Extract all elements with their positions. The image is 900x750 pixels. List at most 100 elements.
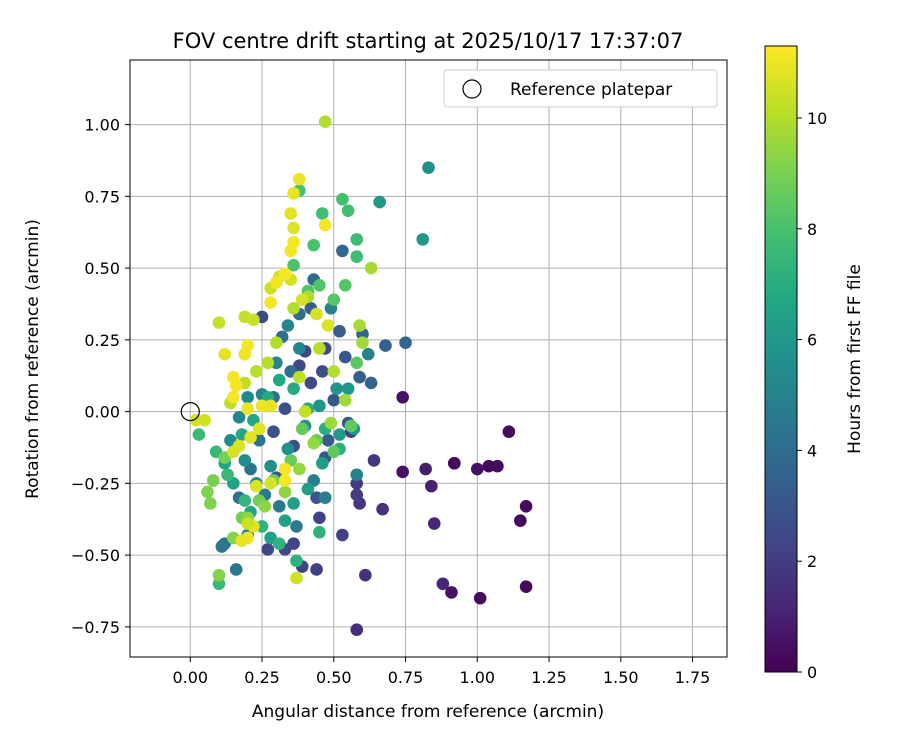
data-point [252, 422, 266, 436]
data-point [301, 482, 315, 496]
colorbar-tick-label: 4 [807, 441, 817, 460]
data-point [287, 221, 300, 235]
data-point [350, 477, 364, 490]
data-point [227, 445, 240, 459]
x-tick-label: 1.25 [531, 668, 567, 687]
data-point [295, 422, 309, 436]
y-tick-label: 0.50 [84, 259, 120, 278]
data-point [327, 365, 341, 378]
data-point [373, 195, 387, 209]
data-point [304, 376, 318, 390]
data-point [278, 485, 292, 499]
data-point [356, 336, 369, 350]
data-point [364, 261, 378, 275]
y-tick-label: 0.25 [84, 331, 120, 350]
x-tick-label: 0.25 [244, 668, 280, 687]
data-point [310, 491, 323, 505]
data-point [227, 390, 240, 404]
data-point [396, 390, 409, 404]
data-point [307, 436, 320, 450]
data-point [235, 534, 249, 548]
data-point [258, 500, 272, 513]
data-point [379, 339, 392, 352]
data-point [270, 276, 283, 289]
data-point [350, 468, 364, 482]
data-point [436, 577, 450, 591]
grid-lines [130, 60, 727, 657]
data-point [519, 580, 533, 593]
data-point [295, 293, 309, 306]
y-tick-label: −0.75 [71, 618, 120, 637]
data-point [264, 399, 277, 413]
data-point [281, 319, 295, 332]
colorbar-label: Hours from first FF file [845, 264, 865, 454]
y-tick-label: 0.00 [84, 403, 120, 422]
data-point [293, 172, 306, 186]
legend-label: Reference platepar [510, 80, 672, 100]
data-point [287, 497, 300, 510]
data-point [318, 218, 332, 232]
data-point [364, 376, 378, 390]
reference-platepar-marker [180, 401, 200, 422]
chart-title: FOV centre drift starting at 2025/10/17 … [173, 29, 684, 53]
data-point [189, 413, 203, 427]
data-point [264, 477, 277, 490]
data-point [261, 543, 275, 556]
data-point [470, 462, 484, 476]
data-point [244, 431, 257, 444]
x-tick-label: 0.00 [172, 668, 208, 687]
legend: Reference platepar [443, 69, 718, 108]
data-point [350, 250, 364, 263]
data-point [327, 393, 341, 407]
data-point [338, 350, 352, 364]
data-point [290, 554, 303, 568]
y-tick-label: −0.50 [71, 546, 120, 565]
data-point [264, 459, 277, 473]
data-point [278, 514, 292, 527]
y-tick-label: −0.25 [71, 474, 120, 493]
data-point [192, 428, 206, 441]
data-point [341, 382, 355, 395]
x-tick-label: 1.50 [603, 668, 639, 687]
data-point [473, 591, 487, 605]
data-point [427, 517, 441, 530]
data-point [278, 474, 292, 487]
data-point [229, 563, 243, 576]
data-point [284, 207, 298, 220]
data-point [278, 267, 292, 281]
data-point [359, 568, 372, 582]
data-point [316, 456, 329, 470]
data-point [482, 459, 496, 473]
data-point [307, 238, 320, 252]
data-point [341, 204, 355, 217]
data-point [350, 233, 364, 246]
colorbar-ticks: 0 2 4 6 8 10 [797, 109, 827, 682]
colorbar-tick-label: 2 [807, 552, 817, 571]
data-point [376, 502, 389, 516]
data-point [212, 577, 226, 591]
data-point [287, 382, 300, 395]
data-point [206, 474, 220, 487]
data-point [519, 500, 533, 513]
data-point [247, 313, 260, 327]
data-point [293, 342, 306, 355]
data-point [318, 491, 332, 505]
data-point [278, 462, 292, 476]
colorbar-tick-label: 10 [807, 109, 827, 128]
data-point [399, 336, 412, 350]
data-point [327, 445, 341, 459]
data-point [396, 465, 409, 479]
data-point [316, 365, 329, 378]
data-point [361, 347, 375, 361]
data-point [241, 402, 254, 416]
data-point [316, 207, 329, 220]
x-tick-label: 1.75 [675, 668, 711, 687]
data-point [502, 425, 516, 438]
x-tick-label: 1.00 [459, 668, 495, 687]
data-point [278, 402, 292, 416]
data-point [514, 514, 527, 527]
data-point [324, 416, 338, 430]
data-point [425, 479, 438, 493]
data-point [338, 279, 352, 292]
